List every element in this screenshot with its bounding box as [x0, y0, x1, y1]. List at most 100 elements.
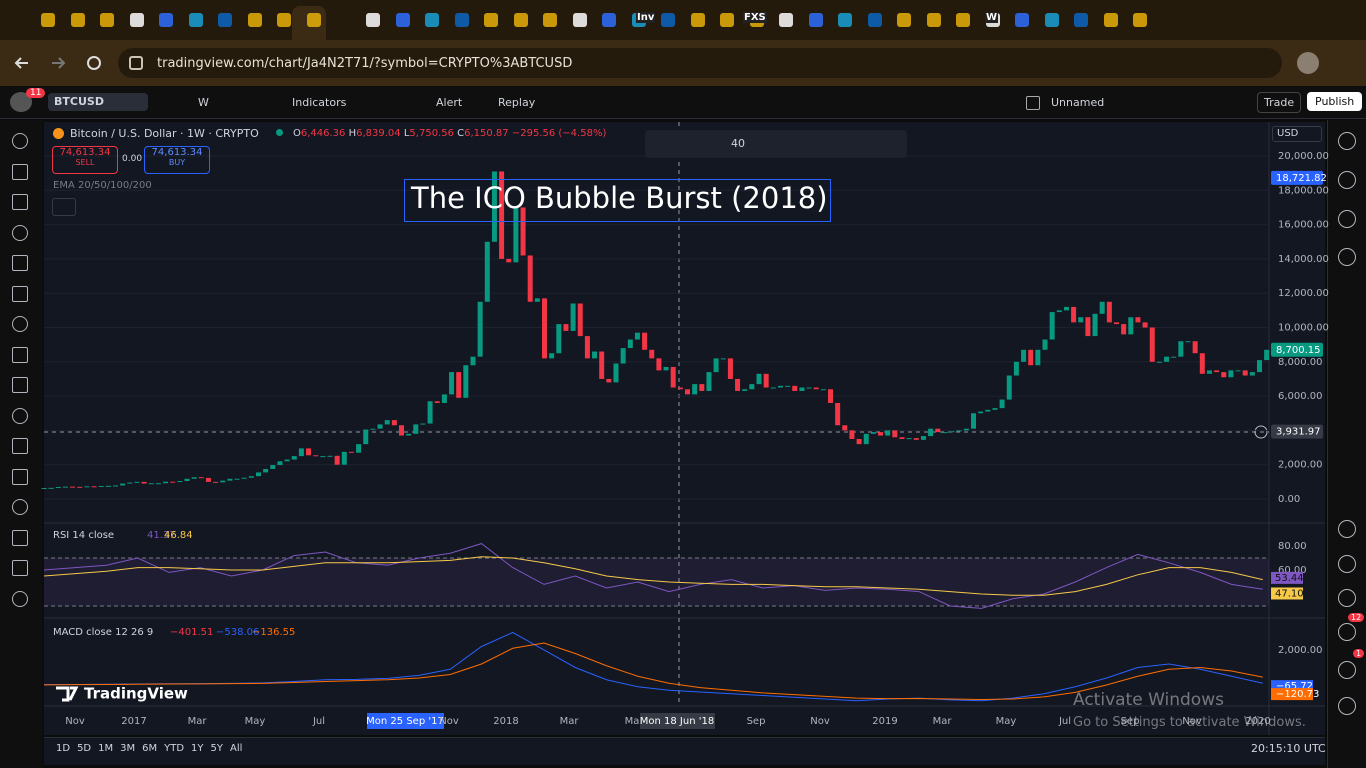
indicators-button[interactable]: Indicators: [292, 96, 347, 109]
range-button[interactable]: 3M: [120, 743, 136, 754]
tab-favicon[interactable]: [1074, 13, 1088, 27]
sidebar-icon[interactable]: [1338, 661, 1356, 679]
tab-favicon[interactable]: [484, 13, 498, 27]
layout-checkbox[interactable]: [1026, 96, 1040, 110]
tool-icon[interactable]: [12, 346, 28, 363]
sell-button[interactable]: 74,613.34 SELL: [52, 146, 118, 174]
tab-favicon[interactable]: [1133, 13, 1147, 27]
tab-favicon[interactable]: [602, 13, 616, 27]
tab-favicon[interactable]: [366, 13, 380, 27]
tab-label[interactable]: FXS: [743, 12, 767, 23]
alert-button[interactable]: Alert: [436, 96, 463, 109]
tab-favicon[interactable]: [572, 13, 587, 27]
tool-icon[interactable]: [12, 316, 28, 332]
range-button[interactable]: All: [230, 743, 243, 754]
forward-button[interactable]: [52, 57, 66, 69]
tool-icon[interactable]: [12, 529, 28, 546]
sidebar-icon[interactable]: [1338, 589, 1356, 607]
tab-favicon[interactable]: [720, 13, 734, 27]
range-button[interactable]: 1Y: [191, 743, 204, 754]
sidebar-icon[interactable]: [1338, 697, 1356, 715]
interval-button[interactable]: W: [198, 96, 209, 109]
publish-button[interactable]: Publish: [1307, 92, 1363, 111]
tool-icon[interactable]: [12, 133, 28, 149]
tab-favicon[interactable]: [247, 13, 262, 27]
replay-button[interactable]: Replay: [498, 96, 536, 109]
tab-favicon[interactable]: [1015, 13, 1029, 27]
tool-icon[interactable]: [12, 407, 28, 424]
tool-icon[interactable]: [12, 438, 28, 454]
tab-favicon[interactable]: [1044, 13, 1059, 27]
tab-favicon[interactable]: [100, 13, 114, 27]
tab-favicon[interactable]: [159, 13, 173, 27]
site-info-icon[interactable]: [129, 56, 143, 70]
sidebar-icon[interactable]: [1338, 520, 1356, 538]
tool-icon[interactable]: [12, 224, 28, 241]
range-button[interactable]: 1D: [56, 743, 71, 754]
range-button[interactable]: YTD: [164, 743, 185, 754]
tab-favicon[interactable]: [395, 13, 410, 27]
candle: [935, 428, 941, 433]
range-button[interactable]: 5D: [77, 743, 92, 754]
range-button[interactable]: 5Y: [210, 743, 224, 754]
tool-icon[interactable]: [12, 468, 28, 485]
tab-label[interactable]: W: [985, 12, 999, 23]
tab-label[interactable]: Inv: [636, 12, 656, 23]
sidebar-icon[interactable]: [1338, 623, 1356, 641]
candle: [885, 430, 891, 436]
tab-favicon[interactable]: [808, 13, 823, 27]
tab-favicon[interactable]: [867, 13, 882, 27]
sidebar-icon[interactable]: [1338, 132, 1356, 150]
tool-icon[interactable]: [12, 590, 28, 607]
tool-icon[interactable]: [12, 377, 28, 393]
tab-favicon[interactable]: [41, 13, 55, 27]
tool-icon[interactable]: [12, 285, 28, 302]
activation-title: Activate Windows: [1073, 690, 1224, 710]
tab-favicon[interactable]: [277, 13, 291, 27]
candle: [1142, 322, 1148, 328]
trade-button[interactable]: Trade: [1257, 92, 1302, 113]
tab-favicon[interactable]: [306, 13, 321, 27]
font-size[interactable]: 40: [731, 137, 745, 150]
reload-button[interactable]: [87, 56, 101, 70]
tab-favicon[interactable]: [70, 13, 85, 27]
tool-icon[interactable]: [12, 499, 28, 515]
tool-icon[interactable]: [12, 255, 28, 271]
sidebar-icon[interactable]: [1338, 248, 1356, 266]
tab-favicon[interactable]: [838, 13, 852, 27]
address-bar[interactable]: [118, 48, 1282, 78]
tab-favicon[interactable]: [926, 13, 941, 27]
tab-favicon[interactable]: [129, 13, 144, 27]
tab-favicon[interactable]: [690, 13, 705, 27]
sidebar-icon[interactable]: [1338, 555, 1356, 573]
collapse-legend[interactable]: [52, 198, 76, 216]
tab-favicon[interactable]: [425, 13, 439, 27]
tool-icon[interactable]: [12, 163, 28, 180]
buy-button[interactable]: 74,613.34 BUY: [144, 146, 210, 174]
tab-favicon[interactable]: [956, 13, 970, 27]
annotation-text[interactable]: The ICO Bubble Burst (2018): [411, 181, 828, 215]
symbol-search[interactable]: BTCUSD: [48, 93, 148, 111]
sidebar-icon[interactable]: [1338, 171, 1356, 189]
layout-name[interactable]: Unnamed: [1051, 96, 1105, 109]
back-button[interactable]: [14, 57, 28, 69]
sidebar-icon[interactable]: [1338, 210, 1356, 228]
profile-avatar[interactable]: [1297, 52, 1319, 74]
tool-icon[interactable]: [12, 560, 28, 576]
tab-favicon[interactable]: [218, 13, 232, 27]
range-button[interactable]: 6M: [142, 743, 158, 754]
tab-favicon[interactable]: [897, 13, 911, 27]
tab-favicon[interactable]: [454, 13, 469, 27]
tool-icon[interactable]: [12, 194, 28, 210]
tab-favicon[interactable]: [1103, 13, 1118, 27]
currency-select[interactable]: USD: [1272, 126, 1322, 142]
annotation-box[interactable]: [404, 179, 831, 222]
crosshair-add-button[interactable]: [1254, 425, 1268, 439]
tab-favicon[interactable]: [513, 13, 528, 27]
user-avatar[interactable]: [10, 92, 32, 112]
tab-favicon[interactable]: [661, 13, 675, 27]
tab-favicon[interactable]: [779, 13, 793, 27]
tab-favicon[interactable]: [543, 13, 557, 27]
range-button[interactable]: 1M: [98, 743, 114, 754]
tab-favicon[interactable]: [188, 13, 203, 27]
